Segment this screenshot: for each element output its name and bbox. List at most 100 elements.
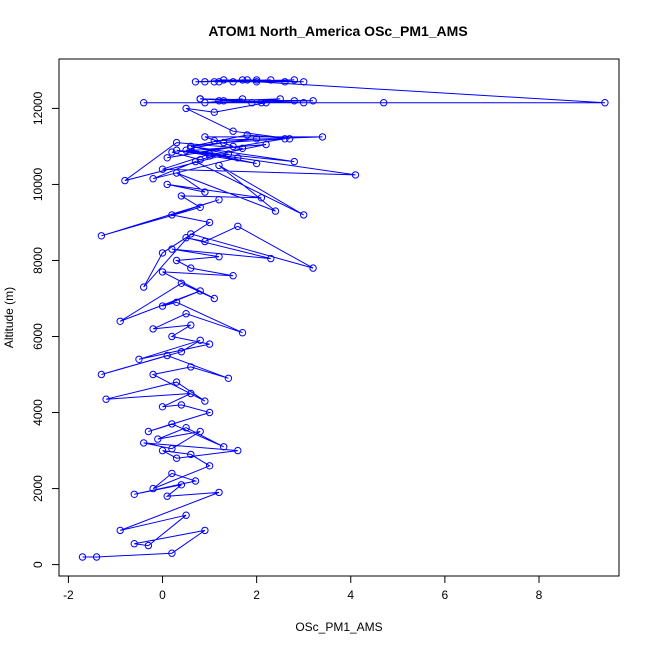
data-point [140,99,148,107]
data-point [187,363,195,371]
data-point [309,97,317,105]
data-point [102,395,110,403]
data-point [224,150,233,158]
data-point [248,99,256,107]
data-point [121,176,129,185]
y-axis-label: Altitude (m) [2,287,16,348]
data-point [191,78,200,86]
x-tick-label: 8 [536,588,543,602]
data-point [196,203,204,212]
data-point [243,76,251,84]
data-point [318,133,327,141]
data-point [182,104,190,113]
data-point [205,462,214,470]
data-point [187,230,195,238]
data-point [154,435,162,443]
y-tick-label: 0 [31,561,45,568]
data-point [182,310,190,318]
data-point [215,196,223,204]
data-point [172,378,181,386]
data-point [191,477,200,485]
data-point [300,78,308,86]
data-point [220,138,228,147]
data-point [144,427,153,436]
data-point [224,374,233,382]
y-tick-label: 4000 [31,399,45,426]
data-point [187,144,195,153]
data-point [351,171,360,179]
data-point [276,95,284,103]
series-points [78,76,609,561]
data-point [215,97,223,105]
data-point [290,97,298,105]
data-point [149,325,157,333]
data-point [158,268,167,276]
data-point [210,137,219,145]
data-point [257,194,266,202]
x-tick-label: -2 [63,588,74,602]
data-point [168,245,176,253]
data-point [182,424,190,432]
data-point [130,490,139,498]
data-point [267,76,275,84]
data-point [215,161,223,170]
data-point [140,439,148,447]
y-tick-label: 6000 [31,323,45,350]
data-point [78,553,87,561]
data-point [252,159,261,168]
data-point [182,511,190,519]
data-point [172,256,181,265]
data-point [187,321,195,329]
data-point [144,541,153,550]
y-tick-label: 10000 [31,167,45,201]
data-point [168,420,176,428]
data-point [215,488,223,497]
data-point [220,443,228,451]
data-point [172,146,181,154]
data-point [252,78,261,86]
data-point [201,188,209,196]
data-point [300,211,308,219]
data-point [229,127,237,135]
data-point [177,401,186,409]
data-point [220,76,228,84]
data-point [234,222,242,231]
data-point [168,469,176,478]
data-point [177,481,186,489]
data-point [196,336,204,344]
data-point [205,340,214,348]
data-point [158,165,167,173]
data-point [168,549,176,557]
data-point [149,175,157,183]
data-point [140,283,148,291]
data-point [229,78,237,86]
data-point [135,355,143,363]
data-point [182,234,190,242]
data-point [92,553,101,561]
data-point [252,135,261,143]
data-point [267,254,275,263]
x-tick-label: 0 [159,588,166,602]
data-point [158,403,167,411]
data-point [601,99,609,107]
data-point [271,207,280,215]
data-point [191,157,200,166]
data-point [116,526,124,535]
data-point [149,484,157,493]
data-point [97,232,106,240]
data-point [290,157,298,166]
data-point [215,253,223,261]
data-point [238,76,247,84]
data-point [205,152,214,160]
data-point [201,526,209,535]
data-point [210,108,219,116]
y-axis: 0 2000 4000 6000 8000 10000 12000 [31,91,60,568]
data-point [168,148,176,156]
data-point [187,142,195,151]
data-point [234,154,242,162]
data-point [205,218,214,227]
data-point [309,264,317,272]
data-point [243,131,251,139]
